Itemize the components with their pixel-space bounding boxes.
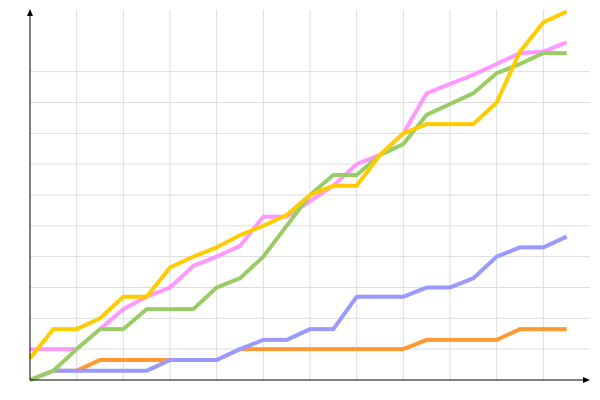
line-series <box>29 51 567 382</box>
line-series <box>28 9 568 360</box>
y-axis-arrow <box>27 9 33 16</box>
line-series <box>30 40 568 352</box>
x-axis-arrow <box>583 377 590 383</box>
line-series <box>29 327 567 382</box>
line-series <box>29 234 568 382</box>
plot-area <box>28 9 568 382</box>
